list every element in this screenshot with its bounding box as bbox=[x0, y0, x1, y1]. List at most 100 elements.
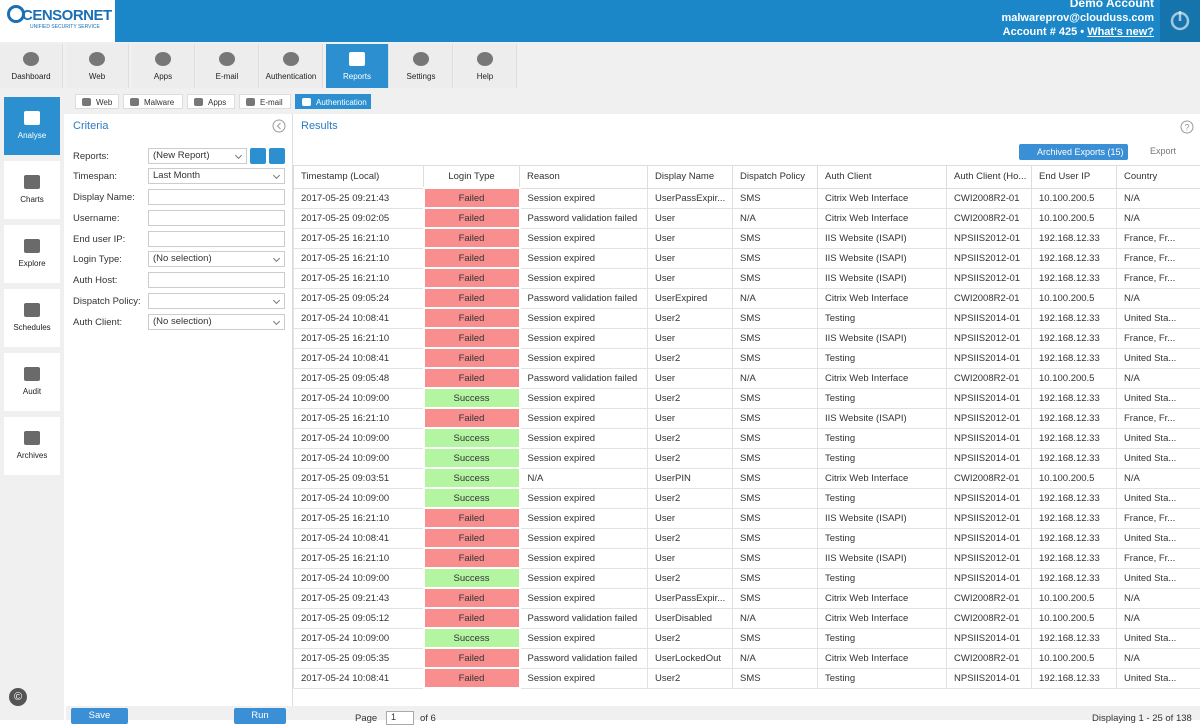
table-cell: France, Fr... bbox=[1117, 508, 1200, 528]
archived-exports-button[interactable]: Archived Exports (15) bbox=[1019, 144, 1128, 160]
copyright-badge[interactable]: © bbox=[9, 688, 27, 706]
field-select[interactable]: (No selection) bbox=[148, 314, 285, 330]
sidebar-item[interactable]: Explore bbox=[4, 225, 60, 283]
sidebar-item[interactable]: Archives bbox=[4, 417, 60, 475]
status-cell: Failed bbox=[424, 228, 520, 248]
sidebar-icon bbox=[24, 111, 40, 125]
collapse-button[interactable] bbox=[272, 119, 286, 133]
field-input[interactable] bbox=[148, 210, 285, 226]
column-header[interactable]: Timestamp (Local) bbox=[294, 166, 424, 189]
nav-tab[interactable]: E-mail bbox=[196, 44, 259, 88]
table-cell: 2017-05-25 16:21:10 bbox=[294, 328, 424, 348]
add-button[interactable] bbox=[269, 148, 285, 164]
export-button[interactable]: Export bbox=[1150, 146, 1176, 156]
nav-tab[interactable]: Reports bbox=[326, 44, 389, 88]
settings-button[interactable] bbox=[250, 148, 266, 164]
nav-tab[interactable]: Help bbox=[454, 44, 517, 88]
table-cell: United Sta... bbox=[1117, 448, 1200, 468]
table-cell: 2017-05-24 10:08:41 bbox=[294, 528, 424, 548]
status-cell: Failed bbox=[424, 508, 520, 528]
sub-tab[interactable]: Apps bbox=[187, 94, 235, 109]
nav-tab[interactable]: Authentication bbox=[260, 44, 323, 88]
sub-tab[interactable]: E-mail bbox=[239, 94, 291, 109]
sidebar-item[interactable]: Charts bbox=[4, 161, 60, 219]
table-cell: Citrix Web Interface bbox=[818, 368, 947, 388]
table-cell: Session expired bbox=[520, 388, 648, 408]
nav-tab[interactable]: Web bbox=[66, 44, 129, 88]
field-label: End user IP: bbox=[73, 234, 125, 245]
table-cell: Testing bbox=[818, 428, 947, 448]
power-button[interactable] bbox=[1160, 0, 1200, 42]
table-cell: Session expired bbox=[520, 488, 648, 508]
whats-new-link[interactable]: What's new? bbox=[1087, 26, 1154, 38]
column-header[interactable]: End User IP bbox=[1032, 166, 1117, 189]
table-cell: Testing bbox=[818, 348, 947, 368]
table-cell: N/A bbox=[733, 288, 818, 308]
field-select[interactable]: (New Report) bbox=[148, 148, 247, 164]
table-cell: NPSIIS2012-01 bbox=[947, 268, 1032, 288]
status-cell: Failed bbox=[424, 368, 520, 388]
nav-tab[interactable]: Dashboard bbox=[0, 44, 63, 88]
column-header[interactable]: Dispatch Policy bbox=[733, 166, 818, 189]
table-cell: Password validation failed bbox=[520, 288, 648, 308]
table-cell: France, Fr... bbox=[1117, 548, 1200, 568]
column-header[interactable]: Auth Client (Ho... bbox=[947, 166, 1032, 189]
table-cell: N/A bbox=[1117, 368, 1200, 388]
save-button[interactable]: Save bbox=[71, 708, 128, 724]
field-select[interactable] bbox=[148, 293, 285, 309]
sidebar-item[interactable]: Analyse bbox=[4, 97, 60, 155]
sidebar-item[interactable]: Audit bbox=[4, 353, 60, 411]
sidebar-icon bbox=[24, 367, 40, 381]
logo[interactable]: CENSORNET UNIFIED SECURITY SERVICE bbox=[0, 0, 115, 42]
column-header[interactable]: Display Name bbox=[648, 166, 733, 189]
field-input[interactable] bbox=[148, 189, 285, 205]
field-input[interactable] bbox=[148, 231, 285, 247]
column-header[interactable]: Auth Client bbox=[818, 166, 947, 189]
table-cell: Testing bbox=[818, 568, 947, 588]
table-cell: User bbox=[648, 408, 733, 428]
help-icon[interactable]: ? bbox=[1180, 120, 1194, 134]
field-select[interactable]: Last Month bbox=[148, 168, 285, 184]
sub-tab[interactable]: Malware bbox=[123, 94, 183, 109]
sidebar-item[interactable]: Schedules bbox=[4, 289, 60, 347]
field-input[interactable] bbox=[148, 272, 285, 288]
column-header[interactable]: Reason bbox=[520, 166, 648, 189]
column-header[interactable]: Country bbox=[1117, 166, 1200, 189]
field-select[interactable]: (No selection) bbox=[148, 251, 285, 267]
nav-tab[interactable]: Apps bbox=[132, 44, 195, 88]
table-cell: Testing bbox=[818, 488, 947, 508]
run-button[interactable]: Run bbox=[234, 708, 286, 724]
sub-tab[interactable]: Authentication bbox=[295, 94, 371, 109]
table-cell: SMS bbox=[733, 508, 818, 528]
page-input[interactable]: 1 bbox=[386, 711, 414, 725]
table-cell: User2 bbox=[648, 668, 733, 688]
column-header[interactable]: Login Type bbox=[424, 166, 520, 189]
sub-tab[interactable]: Web bbox=[75, 94, 119, 109]
nav-tab[interactable]: Settings bbox=[390, 44, 453, 88]
